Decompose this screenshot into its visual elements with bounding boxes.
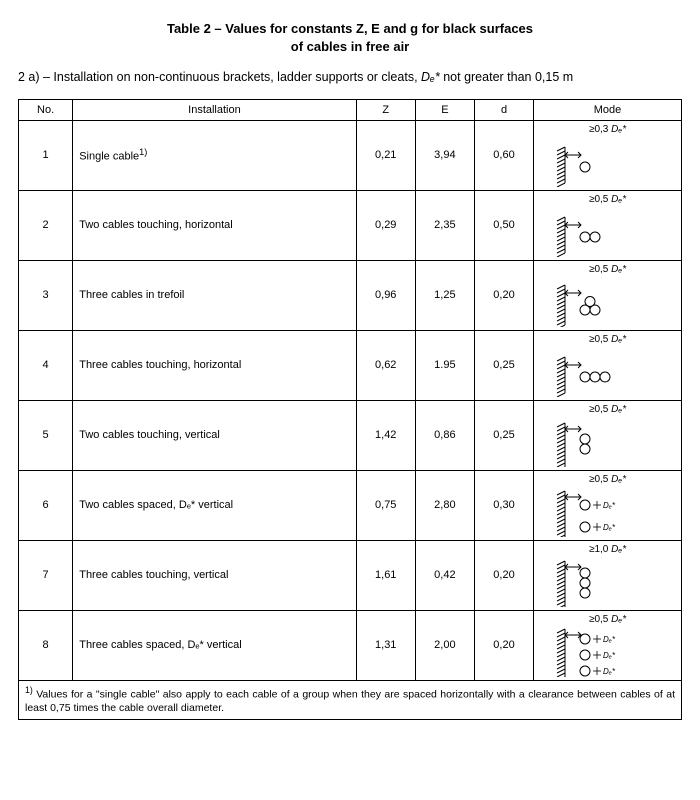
svg-text:Dₑ*: Dₑ* (603, 651, 616, 660)
mode-spacing-label: ≥0,5 Dₑ* (589, 194, 626, 205)
cell-z: 0,96 (356, 260, 415, 330)
col-no: No. (19, 99, 73, 120)
mode-spacing-label: ≥0,5 Dₑ* (589, 264, 626, 275)
cell-e: 2,80 (415, 470, 474, 540)
cell-d: 0,20 (474, 610, 533, 680)
cell-e: 0,86 (415, 400, 474, 470)
table-header-row: No. Installation Z E d Mode (19, 99, 682, 120)
footnote-cell: 1) Values for a "single cable" also appl… (19, 680, 682, 720)
table-row: 7 Three cables touching, vertical 1,61 0… (19, 540, 682, 610)
mode-spacing-label: ≥0,5 Dₑ* (589, 334, 626, 345)
col-d: d (474, 99, 533, 120)
cell-z: 0,21 (356, 120, 415, 190)
cell-z: 1,61 (356, 540, 415, 610)
cell-no: 2 (19, 190, 73, 260)
cell-d: 0,20 (474, 540, 533, 610)
table-row: 2 Two cables touching, horizontal 0,29 2… (19, 190, 682, 260)
cell-z: 0,75 (356, 470, 415, 540)
mode-spacing-label: ≥0,5 Dₑ* (589, 614, 626, 625)
cell-mode: ≥0,5 Dₑ* (534, 260, 682, 330)
cell-z: 1,31 (356, 610, 415, 680)
cell-no: 1 (19, 120, 73, 190)
cell-no: 3 (19, 260, 73, 330)
mode-diagram-icon (553, 207, 663, 257)
cell-d: 0,25 (474, 330, 533, 400)
cell-mode: ≥0,5 Dₑ* Dₑ* Dₑ* Dₑ* (534, 610, 682, 680)
cell-z: 0,62 (356, 330, 415, 400)
mode-diagram-icon (553, 417, 663, 467)
svg-text:Dₑ*: Dₑ* (603, 501, 616, 510)
cell-mode: ≥0,5 Dₑ* (534, 400, 682, 470)
cell-z: 0,29 (356, 190, 415, 260)
table-row: 1 Single cable1) 0,21 3,94 0,60 ≥0,3 Dₑ* (19, 120, 682, 190)
mode-diagram-icon (553, 557, 663, 607)
mode-diagram-icon (553, 347, 663, 397)
col-e: E (415, 99, 474, 120)
cell-inst: Two cables touching, vertical (73, 400, 356, 470)
cell-e: 2,35 (415, 190, 474, 260)
cell-e: 3,94 (415, 120, 474, 190)
title-line-2: of cables in free air (291, 39, 410, 54)
cell-inst: Two cables spaced, Dₑ* vertical (73, 470, 356, 540)
cell-d: 0,25 (474, 400, 533, 470)
cell-inst: Single cable1) (73, 120, 356, 190)
cell-inst: Three cables touching, vertical (73, 540, 356, 610)
cell-inst: Three cables touching, horizontal (73, 330, 356, 400)
col-inst: Installation (73, 99, 356, 120)
cell-e: 2,00 (415, 610, 474, 680)
cell-mode: ≥0,5 Dₑ* (534, 330, 682, 400)
mode-spacing-label: ≥0,5 Dₑ* (589, 404, 626, 415)
cell-d: 0,30 (474, 470, 533, 540)
svg-text:Dₑ*: Dₑ* (603, 523, 616, 532)
table-row: 5 Two cables touching, vertical 1,42 0,8… (19, 400, 682, 470)
svg-text:Dₑ*: Dₑ* (603, 667, 616, 676)
cell-no: 6 (19, 470, 73, 540)
cell-mode: ≥1,0 Dₑ* (534, 540, 682, 610)
cell-e: 1,25 (415, 260, 474, 330)
cell-e: 0,42 (415, 540, 474, 610)
mode-spacing-label: ≥1,0 Dₑ* (589, 544, 626, 555)
table-row: 3 Three cables in trefoil 0,96 1,25 0,20… (19, 260, 682, 330)
table-row: 4 Three cables touching, horizontal 0,62… (19, 330, 682, 400)
constants-table: No. Installation Z E d Mode 1 Single cab… (18, 99, 682, 721)
mode-diagram-icon: Dₑ* Dₑ* (553, 487, 663, 537)
mode-spacing-label: ≥0,5 Dₑ* (589, 474, 626, 485)
cell-inst: Two cables touching, horizontal (73, 190, 356, 260)
table-row: 8 Three cables spaced, Dₑ* vertical 1,31… (19, 610, 682, 680)
title-line-1: Table 2 – Values for constants Z, E and … (167, 21, 533, 36)
footnote-row: 1) Values for a "single cable" also appl… (19, 680, 682, 720)
cell-d: 0,20 (474, 260, 533, 330)
cell-no: 4 (19, 330, 73, 400)
mode-diagram-icon (553, 277, 663, 327)
svg-text:Dₑ*: Dₑ* (603, 635, 616, 644)
cell-no: 7 (19, 540, 73, 610)
cell-mode: ≥0,5 Dₑ* (534, 190, 682, 260)
mode-diagram-icon: Dₑ* Dₑ* Dₑ* (553, 627, 663, 677)
mode-spacing-label: ≥0,3 Dₑ* (589, 124, 626, 135)
cell-no: 5 (19, 400, 73, 470)
col-z: Z (356, 99, 415, 120)
table-row: 6 Two cables spaced, Dₑ* vertical 0,75 2… (19, 470, 682, 540)
cell-mode: ≥0,5 Dₑ* Dₑ* Dₑ* (534, 470, 682, 540)
table-subtitle: 2 a) – Installation on non-continuous br… (18, 69, 682, 87)
col-mode: Mode (534, 99, 682, 120)
cell-no: 8 (19, 610, 73, 680)
cell-d: 0,60 (474, 120, 533, 190)
table-title: Table 2 – Values for constants Z, E and … (18, 20, 682, 55)
mode-diagram-icon (553, 137, 663, 187)
cell-inst: Three cables in trefoil (73, 260, 356, 330)
cell-d: 0,50 (474, 190, 533, 260)
cell-e: 1.95 (415, 330, 474, 400)
cell-inst: Three cables spaced, Dₑ* vertical (73, 610, 356, 680)
cell-mode: ≥0,3 Dₑ* (534, 120, 682, 190)
cell-z: 1,42 (356, 400, 415, 470)
